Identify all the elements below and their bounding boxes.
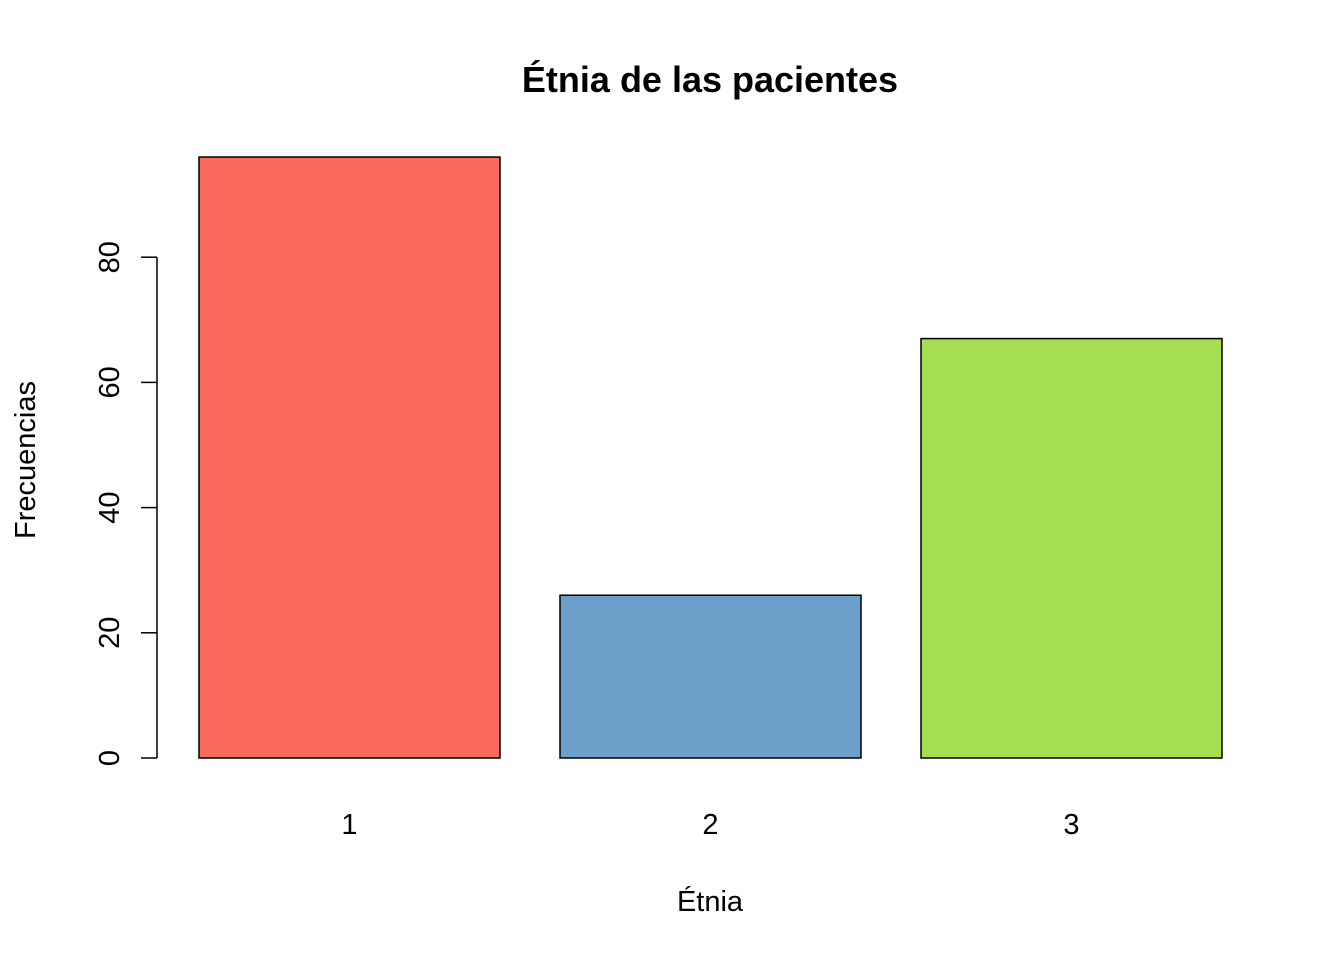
- x-axis-label: Étnia: [677, 885, 744, 918]
- x-tick-label-2: 2: [702, 809, 718, 841]
- bar-3: [920, 337, 1223, 759]
- bar-1: [198, 156, 501, 759]
- bar-2: [559, 594, 862, 759]
- x-tick-label-1: 1: [341, 809, 357, 841]
- y-tick-label: 40: [94, 491, 126, 523]
- x-tick-label-3: 3: [1063, 809, 1079, 841]
- y-axis-label: Frecuencias: [10, 381, 42, 539]
- chart-title: Étnia de las pacientes: [522, 59, 898, 100]
- bars-group: [198, 156, 1223, 759]
- y-tick-label: 0: [94, 750, 126, 766]
- y-tick-label: 80: [94, 241, 126, 273]
- y-tick-label: 60: [94, 366, 126, 398]
- x-axis-tick-labels: 1 2 3: [341, 809, 1079, 841]
- y-axis-ticks: 0 20 40 60 80: [94, 241, 157, 766]
- y-tick-label: 20: [94, 617, 126, 649]
